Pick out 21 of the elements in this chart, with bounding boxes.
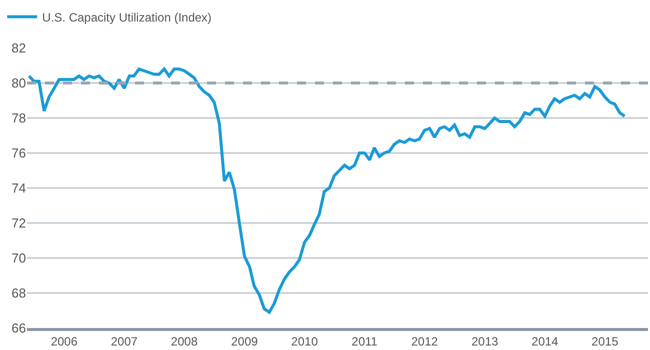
x-tick-label: 2012: [411, 334, 438, 348]
y-tick-label: 72: [12, 216, 26, 231]
x-tick-label: 2006: [50, 334, 78, 348]
x-tick-label: 2008: [170, 334, 198, 348]
y-tick-label: 82: [12, 40, 26, 56]
y-tick-label: 66: [12, 320, 26, 336]
y-tick-label: 80: [12, 76, 26, 91]
line-series: [27, 68, 626, 314]
y-tick-label: 68: [12, 286, 26, 301]
x-tick-label: 2015: [592, 334, 619, 348]
x-tick-label: 2014: [532, 334, 559, 348]
x-tick-label: 2009: [231, 334, 258, 348]
x-tick-label: 2013: [471, 334, 498, 348]
x-tick-label: 2007: [110, 334, 138, 348]
x-tick-label: 2011: [352, 334, 378, 348]
y-tick-label: 70: [12, 250, 26, 266]
y-tick-label: 76: [12, 146, 26, 161]
y-tick-label: 78: [12, 110, 26, 126]
x-tick-label: 2010: [291, 334, 318, 348]
legend-label: U.S. Capacity Utilization (Index): [42, 10, 212, 24]
y-tick-label: 74: [12, 180, 26, 196]
